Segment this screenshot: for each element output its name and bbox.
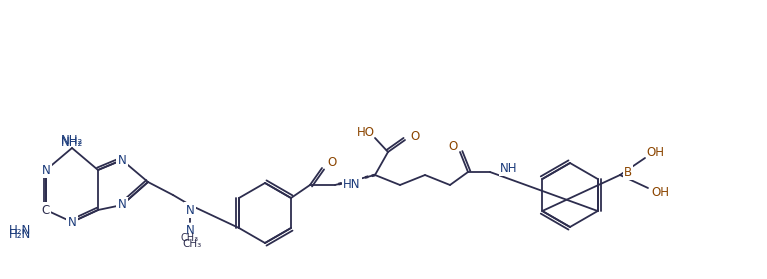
- Text: OH: OH: [651, 186, 669, 198]
- Text: N: N: [186, 223, 194, 237]
- Text: N: N: [41, 163, 51, 177]
- Text: N: N: [117, 198, 127, 211]
- Text: HN: HN: [343, 179, 360, 191]
- Text: O: O: [328, 157, 337, 170]
- Text: O: O: [410, 129, 420, 143]
- Text: NH: NH: [500, 162, 518, 174]
- Text: OH: OH: [646, 146, 664, 158]
- Text: CH₃: CH₃: [181, 233, 199, 243]
- Text: C: C: [42, 203, 50, 217]
- Text: B: B: [624, 165, 632, 179]
- Text: CH₃: CH₃: [183, 239, 202, 249]
- Text: NH₂: NH₂: [61, 136, 83, 148]
- Text: HO: HO: [357, 126, 375, 138]
- Text: O: O: [449, 140, 458, 153]
- Text: N: N: [41, 163, 51, 177]
- Text: N: N: [117, 153, 127, 167]
- Text: N: N: [117, 153, 127, 167]
- Text: NH₂: NH₂: [61, 133, 83, 146]
- Text: N: N: [41, 163, 51, 177]
- Text: H₂N: H₂N: [9, 229, 31, 242]
- Text: N: N: [117, 198, 127, 211]
- Text: N: N: [186, 203, 194, 217]
- Text: N: N: [67, 215, 77, 229]
- Text: N: N: [67, 215, 77, 229]
- Text: H₂N: H₂N: [9, 223, 31, 237]
